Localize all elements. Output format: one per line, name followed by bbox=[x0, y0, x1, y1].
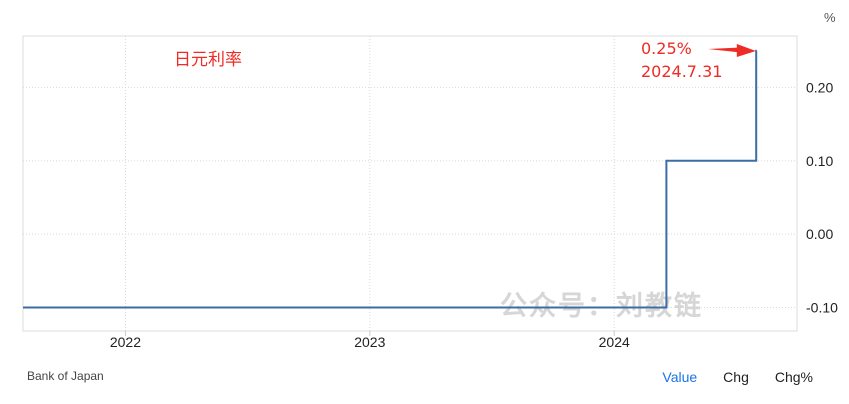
view-toggle-group: Value Chg Chg% bbox=[662, 369, 813, 385]
x-tick-label: 2023 bbox=[354, 334, 385, 350]
y-tick-label: 0.00 bbox=[806, 226, 833, 242]
y-axis-unit: % bbox=[824, 10, 836, 25]
x-tick-label: 2022 bbox=[110, 334, 141, 350]
y-tick-label: 0.10 bbox=[806, 153, 833, 169]
annotation-arrow-head bbox=[736, 44, 756, 57]
series-line bbox=[23, 49, 758, 309]
chg-percent-toggle[interactable]: Chg% bbox=[774, 369, 813, 385]
chart: 公众号：刘教链 0.20 0.10 0.00 -0.10 2022 2023 2024 0.… bbox=[22, 10, 838, 350]
value-toggle[interactable]: Value bbox=[662, 369, 698, 385]
annotation-arrow-shaft bbox=[708, 47, 741, 53]
plot-frame bbox=[22, 35, 798, 332]
y-tick-label: -0.10 bbox=[806, 300, 838, 316]
chg-toggle[interactable]: Chg bbox=[723, 369, 749, 385]
x-tick-label: 2024 bbox=[599, 334, 630, 350]
y-tick-label: 0.20 bbox=[806, 79, 833, 95]
watermark-text: 公众号：刘教链 bbox=[500, 290, 703, 322]
annotation-value: 0.25% bbox=[641, 39, 692, 58]
source-label: Bank of Japan bbox=[27, 369, 104, 383]
chart-title: 日元利率 bbox=[174, 50, 242, 70]
annotation-date: 2024.7.31 bbox=[641, 62, 722, 81]
